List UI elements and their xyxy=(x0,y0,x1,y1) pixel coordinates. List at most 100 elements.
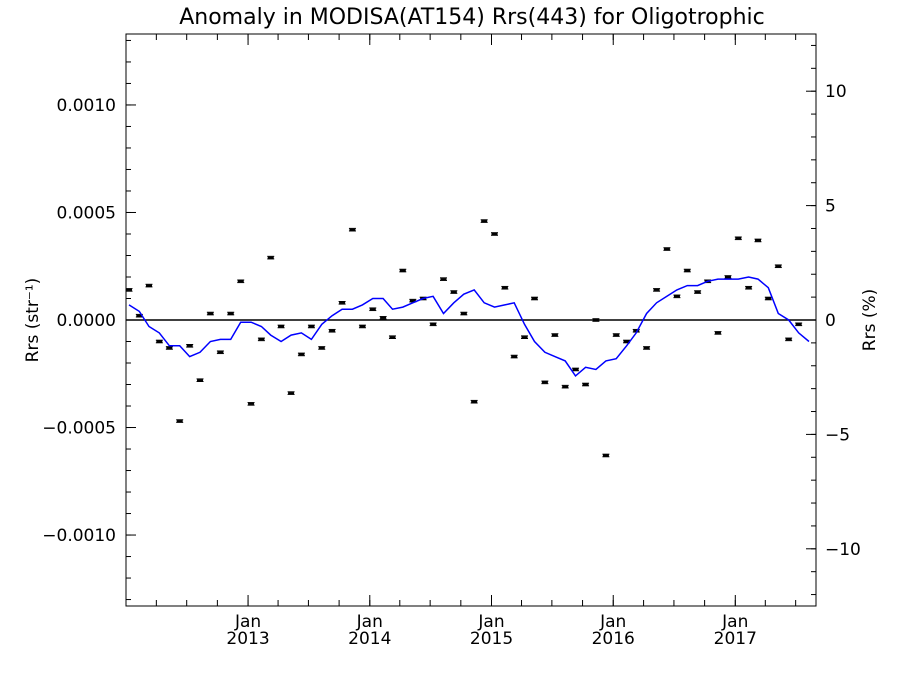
data-point xyxy=(683,268,691,273)
data-point xyxy=(348,227,356,232)
data-point-mark xyxy=(409,299,416,302)
data-point xyxy=(764,296,772,301)
data-point-mark xyxy=(745,286,752,289)
data-point-mark xyxy=(521,336,528,339)
data-point xyxy=(429,322,437,327)
data-point xyxy=(653,288,661,292)
data-point-mark xyxy=(450,291,457,294)
data-point xyxy=(439,277,447,281)
data-point xyxy=(237,279,245,284)
data-point xyxy=(602,453,610,458)
data-point xyxy=(724,275,732,279)
data-point xyxy=(196,378,204,383)
data-point xyxy=(551,333,559,337)
data-point-mark xyxy=(684,269,691,272)
data-point-mark xyxy=(146,284,153,287)
y-right-tick-label: 5 xyxy=(825,197,836,217)
data-point xyxy=(388,335,396,340)
data-point-mark xyxy=(430,323,437,326)
x-tick-year-label: 2014 xyxy=(348,629,391,649)
data-point-mark xyxy=(481,220,488,223)
data-point xyxy=(694,290,702,294)
smoothed-anomaly-line xyxy=(128,276,810,378)
data-point xyxy=(338,300,346,305)
data-point xyxy=(399,268,407,273)
data-point-mark xyxy=(308,325,315,328)
data-point-mark xyxy=(735,237,742,240)
data-point xyxy=(186,344,194,348)
data-point-mark xyxy=(389,336,396,339)
data-point-mark xyxy=(623,340,630,343)
data-point-mark xyxy=(237,280,244,283)
data-point-mark xyxy=(278,325,285,328)
data-point xyxy=(247,402,255,406)
data-point xyxy=(714,331,722,335)
data-point xyxy=(663,247,671,251)
data-point xyxy=(287,391,295,395)
data-point xyxy=(592,318,600,322)
data-point-mark xyxy=(602,454,609,457)
data-point xyxy=(267,255,275,260)
data-point-mark xyxy=(258,338,265,341)
data-point-mark xyxy=(288,392,295,395)
monthly-anomaly-points xyxy=(125,219,803,458)
data-point-mark xyxy=(765,297,772,300)
chart-title: Anomaly in MODISA(AT154) Rrs(443) for Ol… xyxy=(179,5,765,30)
data-point-mark xyxy=(440,278,447,281)
x-tick-month-label: Jan xyxy=(234,612,261,632)
y-left-tick-label: −0.0005 xyxy=(42,419,116,439)
data-point xyxy=(734,236,742,241)
data-point xyxy=(582,382,590,387)
data-point-mark xyxy=(653,288,660,291)
data-point-mark xyxy=(541,381,548,384)
x-tick-month-label: Jan xyxy=(356,612,383,632)
data-point xyxy=(379,316,387,320)
data-point xyxy=(257,337,265,342)
data-point-mark xyxy=(339,301,346,304)
data-point xyxy=(510,354,518,359)
y-left-tick-label: −0.0010 xyxy=(42,526,116,546)
data-point xyxy=(369,307,377,312)
y-right-tick-label: −5 xyxy=(825,425,850,445)
x-tick-year-label: 2016 xyxy=(592,629,635,649)
data-point xyxy=(754,238,762,243)
data-point xyxy=(745,285,753,290)
data-point xyxy=(227,311,235,316)
data-point xyxy=(470,399,478,404)
data-point xyxy=(358,324,366,329)
data-point-mark xyxy=(298,353,305,356)
data-point xyxy=(216,350,224,355)
data-point-mark xyxy=(582,383,589,386)
data-point xyxy=(795,322,803,327)
data-point-mark xyxy=(399,269,406,272)
y-axis-left: 0.0010 0.0005 0.0000 −0.0005 −0.0010 xyxy=(42,39,136,601)
data-point-mark xyxy=(176,420,183,423)
data-point xyxy=(206,311,214,316)
data-point-mark xyxy=(318,346,325,349)
data-point-mark xyxy=(694,291,701,294)
data-point-mark xyxy=(267,256,274,259)
data-point-mark xyxy=(511,355,518,358)
data-point-mark xyxy=(460,312,467,315)
data-point xyxy=(572,367,580,372)
data-point-mark xyxy=(491,232,498,235)
y-left-tick-label: 0.0000 xyxy=(57,311,116,331)
data-point-mark xyxy=(785,338,792,341)
x-tick-month-label: Jan xyxy=(599,612,626,632)
data-point-mark xyxy=(156,340,163,343)
data-point-mark xyxy=(562,385,569,388)
x-tick-year-label: 2013 xyxy=(226,629,269,649)
data-point-mark xyxy=(126,288,132,291)
y-right-tick-label: 10 xyxy=(825,82,847,102)
data-point xyxy=(612,333,620,337)
data-point-mark xyxy=(531,297,538,300)
data-point xyxy=(673,294,681,299)
x-tick-year-label: 2015 xyxy=(470,629,513,649)
data-point xyxy=(297,352,305,357)
data-point xyxy=(155,339,163,344)
data-point-mark xyxy=(359,325,366,328)
data-point-mark xyxy=(633,329,640,332)
